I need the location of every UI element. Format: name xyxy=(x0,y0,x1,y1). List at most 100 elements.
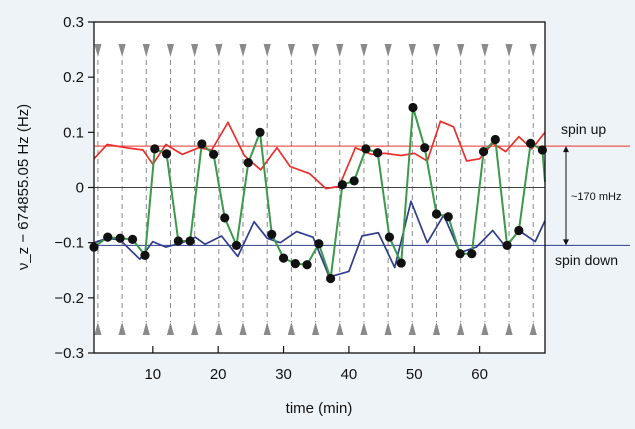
down-arrow-icon xyxy=(215,44,223,57)
y-axis-ticks: −0.3 −0.2 −0.1 0 0.1 0.2 0.3 xyxy=(54,14,94,362)
data-point xyxy=(127,234,138,244)
data-point xyxy=(361,144,371,154)
x-tick-label: 30 xyxy=(275,366,292,383)
data-point xyxy=(384,232,395,242)
splitting-indicator xyxy=(563,146,569,246)
up-arrow-icon xyxy=(408,322,416,335)
data-point xyxy=(443,212,453,222)
data-point xyxy=(373,148,383,158)
spin-up-label: spin up xyxy=(561,121,606,137)
down-arrow-icon xyxy=(191,44,199,57)
data-point xyxy=(150,144,160,154)
y-tick-label: −0.1 xyxy=(54,235,84,252)
arrow-up-icon xyxy=(563,146,569,153)
data-point xyxy=(140,250,150,260)
up-arrow-icon xyxy=(142,322,150,335)
down-arrow-icon xyxy=(481,44,489,57)
down-arrow-icon xyxy=(239,44,247,57)
spin-down-label: spin down xyxy=(555,252,618,268)
series-line-2 xyxy=(93,106,546,280)
x-tick-label: 60 xyxy=(471,366,488,383)
data-point xyxy=(197,139,207,149)
up-arrow-icon xyxy=(191,322,199,335)
data-point xyxy=(209,149,219,159)
y-tick-label: −0.2 xyxy=(54,290,84,307)
data-point xyxy=(420,143,430,153)
down-arrow-icon xyxy=(263,44,271,57)
y-tick-label: 0.3 xyxy=(63,14,84,31)
x-tick-label: 20 xyxy=(210,366,227,383)
data-point xyxy=(326,273,336,284)
down-arrow-icon xyxy=(166,44,175,57)
down-arrow-icon xyxy=(142,44,150,57)
up-arrow-icon xyxy=(118,322,126,335)
x-tick-label: 10 xyxy=(144,366,161,383)
data-point xyxy=(161,149,172,159)
up-arrow-icon xyxy=(215,322,223,335)
splitting-label: ~170 mHz xyxy=(571,191,621,203)
series-lines xyxy=(93,106,546,280)
data-point xyxy=(455,249,465,259)
up-arrow-icon xyxy=(239,322,247,335)
data-point xyxy=(478,147,489,157)
down-arrow-icon xyxy=(287,44,295,57)
y-tick-label: 0.2 xyxy=(63,69,84,86)
down-arrow-icon xyxy=(360,44,368,57)
y-tick-label: 0.1 xyxy=(63,124,84,141)
data-point xyxy=(408,102,418,113)
down-arrow-icon xyxy=(432,44,441,57)
series-line-1 xyxy=(93,200,546,278)
x-tick-label: 40 xyxy=(341,366,358,383)
up-arrow-icon xyxy=(457,322,465,335)
down-arrow-icon xyxy=(384,44,392,57)
y-axis-title: ν_z − 674855.05 Hz (Hz) xyxy=(15,104,32,270)
data-point xyxy=(526,138,536,148)
data-point xyxy=(467,249,477,259)
down-arrow-icon xyxy=(118,44,126,57)
y-tick-label: 0 xyxy=(76,180,84,197)
data-point xyxy=(185,236,195,246)
data-point xyxy=(220,213,230,223)
data-point xyxy=(302,260,312,270)
y-tick-label: −0.3 xyxy=(54,345,84,362)
x-tick-label: 50 xyxy=(406,366,423,383)
up-arrow-icon xyxy=(432,322,441,335)
data-points xyxy=(89,102,547,284)
up-arrow-icon xyxy=(336,322,344,335)
down-arrow-icon xyxy=(457,44,465,57)
down-arrow-icon xyxy=(529,44,537,57)
data-point xyxy=(490,134,500,145)
data-point xyxy=(431,209,442,219)
data-point xyxy=(278,253,289,263)
data-point xyxy=(349,176,359,186)
up-arrow-icon xyxy=(94,322,102,335)
series-line-0 xyxy=(93,120,546,190)
data-point xyxy=(103,232,113,242)
data-point xyxy=(514,225,524,236)
data-point xyxy=(314,239,324,249)
arrow-down-icon xyxy=(563,239,569,246)
down-arrow-icon xyxy=(336,44,344,57)
data-point xyxy=(396,258,406,268)
data-point xyxy=(337,180,347,190)
up-arrow-icon xyxy=(384,322,392,335)
up-arrow-icon xyxy=(287,322,295,335)
down-arrow-icon xyxy=(94,44,102,57)
down-arrow-icon xyxy=(311,44,320,57)
data-point xyxy=(502,240,512,251)
data-point xyxy=(173,236,183,246)
up-arrow-icon xyxy=(505,322,513,335)
x-axis-ticks: 10 20 30 40 50 60 xyxy=(144,346,488,383)
data-point xyxy=(243,158,253,168)
data-point xyxy=(267,229,277,239)
data-point xyxy=(231,240,242,251)
up-arrow-icon xyxy=(360,322,368,335)
up-arrow-icon xyxy=(166,322,175,335)
x-axis-title: time (min) xyxy=(286,400,353,417)
up-arrow-icon xyxy=(263,322,271,335)
data-point xyxy=(115,233,125,243)
data-point xyxy=(255,127,265,137)
data-point xyxy=(290,259,300,269)
down-arrow-icon xyxy=(505,44,513,57)
